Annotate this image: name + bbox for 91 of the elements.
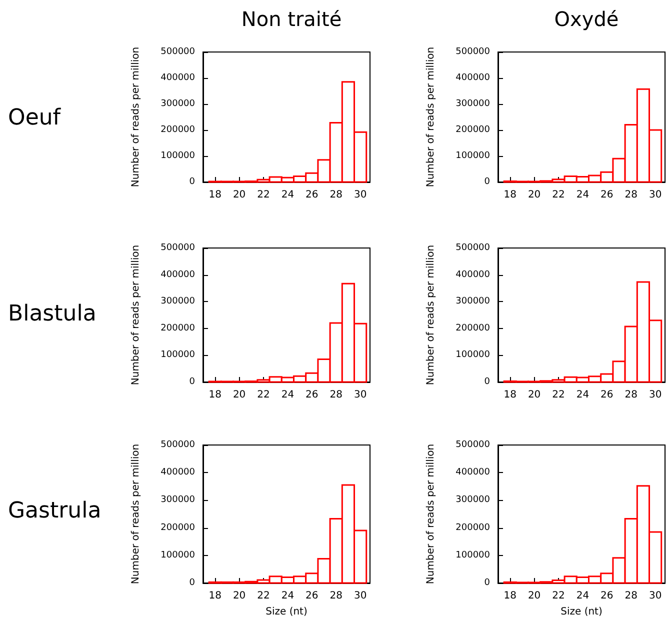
- y-tick-label: 100000: [160, 550, 196, 560]
- x-tick-label: 26: [600, 190, 614, 200]
- x-tick-label: 24: [576, 590, 590, 602]
- y-tick-label: 200000: [160, 125, 196, 135]
- y-tick-label: 300000: [160, 99, 196, 109]
- y-tick-label: 400000: [456, 468, 490, 478]
- x-tick-label: 26: [306, 590, 318, 602]
- y-tick-label: 300000: [456, 99, 490, 109]
- x-tick-label: 30: [354, 390, 367, 400]
- x-tick-label: 24: [281, 190, 294, 200]
- x-tick-label: 22: [552, 190, 565, 200]
- x-axis-title: Size (nt): [560, 606, 602, 618]
- y-tick-label: 400000: [160, 270, 196, 280]
- text: Oeuf: [8, 106, 62, 130]
- x-tick-label: 30: [648, 190, 662, 200]
- x-tick-label: 22: [257, 190, 270, 200]
- x-tick-label: 26: [306, 190, 318, 200]
- chart-title: Non traité: [241, 7, 342, 31]
- y-tick-label: 100000: [160, 350, 196, 360]
- x-tick-label: 22: [257, 590, 270, 602]
- x-tick-label: 30: [354, 190, 367, 200]
- y-tick-label: 400000: [456, 270, 490, 280]
- y-tick-label: 0: [484, 578, 490, 588]
- x-tick-label: 20: [232, 190, 246, 200]
- x-tick-label: 22: [257, 390, 270, 400]
- x-tick-label: 20: [528, 390, 541, 400]
- y-tick-label: 300000: [456, 495, 490, 506]
- y-tick-label: 300000: [160, 495, 196, 506]
- x-tick-label: 18: [504, 390, 516, 400]
- x-tick-label: 18: [504, 590, 516, 602]
- x-tick-label: 18: [504, 190, 516, 200]
- text: Blastula: [8, 302, 96, 326]
- x-tick-label: 28: [624, 590, 638, 602]
- x-tick-label: 24: [576, 190, 590, 200]
- x-tick-label: 24: [281, 390, 294, 400]
- y-axis-title: Number of reads per million: [130, 444, 142, 584]
- x-axis-title: Size (nt): [266, 606, 308, 618]
- y-tick-label: 200000: [160, 522, 196, 533]
- x-tick-label: 28: [330, 190, 342, 200]
- x-tick-label: 26: [600, 390, 614, 400]
- x-tick-label: 24: [576, 390, 590, 400]
- x-tick-label: 30: [354, 590, 367, 602]
- y-tick-label: 200000: [160, 323, 196, 334]
- y-tick-label: 500000: [160, 440, 196, 450]
- y-tick-label: 100000: [456, 550, 490, 560]
- x-tick-label: 26: [600, 590, 614, 602]
- y-tick-label: 300000: [456, 296, 490, 307]
- y-tick-label: 0: [189, 578, 196, 588]
- y-tick-label: 0: [484, 177, 490, 187]
- y-tick-label: 0: [189, 377, 196, 387]
- y-tick-label: 0: [189, 177, 196, 187]
- y-tick-label: 400000: [160, 468, 196, 478]
- y-tick-label: 400000: [160, 73, 196, 83]
- x-tick-label: 24: [281, 590, 294, 602]
- y-tick-label: 400000: [456, 73, 490, 83]
- y-tick-label: 300000: [160, 296, 196, 307]
- y-tick-label: 500000: [456, 47, 490, 57]
- y-axis-title: Number of reads per million: [426, 444, 436, 584]
- x-tick-label: 30: [648, 390, 662, 400]
- y-tick-label: 500000: [160, 243, 196, 253]
- x-tick-label: 30: [648, 590, 662, 602]
- y-tick-label: 0: [484, 377, 490, 387]
- y-tick-label: 200000: [456, 125, 490, 135]
- y-tick-label: 200000: [456, 323, 490, 334]
- y-tick-label: 200000: [456, 522, 490, 533]
- y-axis-title: Number of reads per million: [130, 46, 142, 188]
- x-tick-label: 18: [208, 390, 222, 400]
- y-tick-label: 500000: [160, 47, 196, 57]
- x-tick-label: 18: [208, 190, 222, 200]
- y-axis-title: Number of reads per million: [426, 46, 436, 188]
- x-tick-label: 20: [232, 590, 246, 602]
- x-tick-label: 22: [552, 390, 565, 400]
- y-tick-label: 100000: [456, 151, 490, 161]
- y-tick-label: 500000: [456, 440, 490, 450]
- text: Gastrula: [8, 498, 102, 524]
- x-tick-label: 28: [624, 390, 638, 400]
- x-tick-label: 20: [528, 190, 541, 200]
- y-tick-label: 500000: [456, 243, 490, 253]
- chart-title: Oxydé: [554, 7, 619, 31]
- y-axis-title: Number of reads per million: [130, 244, 142, 386]
- x-tick-label: 20: [232, 390, 246, 400]
- x-tick-label: 18: [208, 590, 222, 602]
- x-tick-label: 26: [306, 390, 318, 400]
- y-axis-title: Number of reads per million: [426, 244, 436, 386]
- x-tick-label: 28: [330, 590, 342, 602]
- x-tick-label: 20: [528, 590, 541, 602]
- y-tick-label: 100000: [160, 151, 196, 161]
- x-tick-label: 22: [552, 590, 565, 602]
- x-tick-label: 28: [624, 190, 638, 200]
- y-tick-label: 100000: [456, 350, 490, 360]
- x-tick-label: 28: [330, 390, 342, 400]
